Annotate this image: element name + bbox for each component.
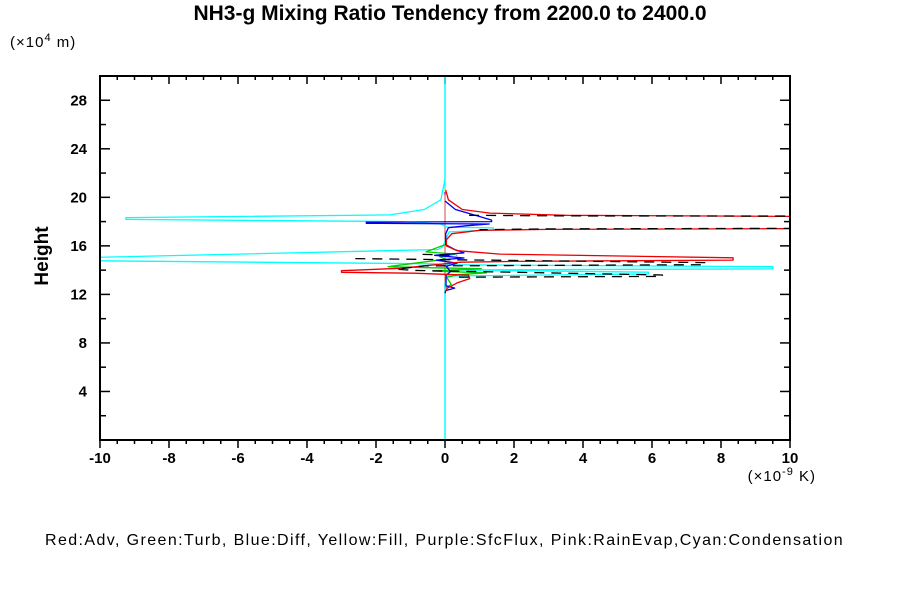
- x-tick-label: -8: [162, 450, 175, 467]
- series-total-line: [469, 214, 789, 217]
- series-total-line: [479, 227, 789, 231]
- y-tick-label: 4: [79, 383, 88, 400]
- y-tick-label: 28: [70, 92, 87, 109]
- y-tick-label: 16: [70, 238, 87, 255]
- axis-ticks: [99, 76, 791, 448]
- series-total-line: [422, 253, 458, 256]
- x-tick-label: -4: [300, 450, 314, 467]
- x-axis-unit-label: (×10-9 K): [747, 466, 816, 485]
- x-tick-label: 10: [782, 450, 799, 467]
- legend-text: Red:Adv, Green:Turb, Blue:Diff, Yellow:F…: [45, 532, 845, 549]
- x-tick-label: -6: [231, 450, 244, 467]
- series-condensation-line: [101, 77, 774, 439]
- chart-title: NH3-g Mixing Ratio Tendency from 2200.0 …: [193, 2, 707, 25]
- series-total-line: [355, 257, 707, 278]
- y-tick-label: 24: [70, 141, 87, 158]
- x-tick-label: 0: [441, 450, 449, 467]
- x-tick-label: 8: [717, 450, 725, 467]
- series-adv-line: [340, 189, 789, 292]
- x-tick-label: 6: [648, 450, 656, 467]
- x-tick-label: -10: [89, 450, 111, 467]
- x-tick-label: -2: [369, 450, 382, 467]
- y-tick-label: 12: [70, 286, 87, 303]
- series-turb-line: [387, 244, 488, 289]
- profile-curves: [101, 77, 789, 439]
- x-tick-label: 2: [510, 450, 518, 467]
- y-tick-label: 20: [70, 189, 87, 206]
- x-tick-label: 4: [579, 450, 588, 467]
- y-axis-unit-label: (×104 m): [10, 32, 77, 51]
- y-tick-label: 8: [79, 335, 87, 352]
